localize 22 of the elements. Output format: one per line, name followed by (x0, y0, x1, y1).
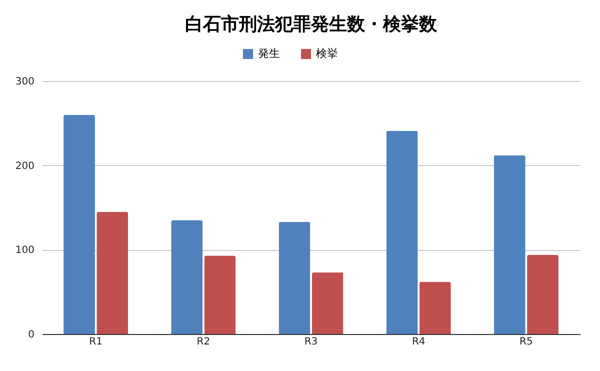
x-tick-label: R2 (196, 336, 210, 348)
x-tick-label: R5 (520, 336, 533, 348)
y-tick-label: 300 (15, 76, 34, 88)
bar (494, 155, 526, 334)
bar (96, 212, 128, 334)
x-tick-label: R3 (304, 336, 318, 348)
legend-label: 発生 (258, 47, 280, 60)
chart-title: 白石市刑法犯罪発生数・検挙数 (185, 14, 438, 35)
bar (386, 130, 418, 334)
x-tick-label: R4 (412, 336, 426, 348)
bar (64, 114, 95, 334)
legend-label: 検挙 (316, 47, 338, 60)
x-tick-label: R1 (89, 336, 102, 348)
bar (204, 256, 236, 334)
bar (527, 254, 558, 334)
bar (312, 272, 344, 334)
bar (278, 222, 310, 334)
bar (171, 220, 203, 334)
bar (419, 282, 451, 334)
y-tick-label: 0 (28, 330, 34, 340)
y-tick-label: 200 (15, 160, 34, 172)
y-tick-label: 100 (15, 245, 34, 256)
